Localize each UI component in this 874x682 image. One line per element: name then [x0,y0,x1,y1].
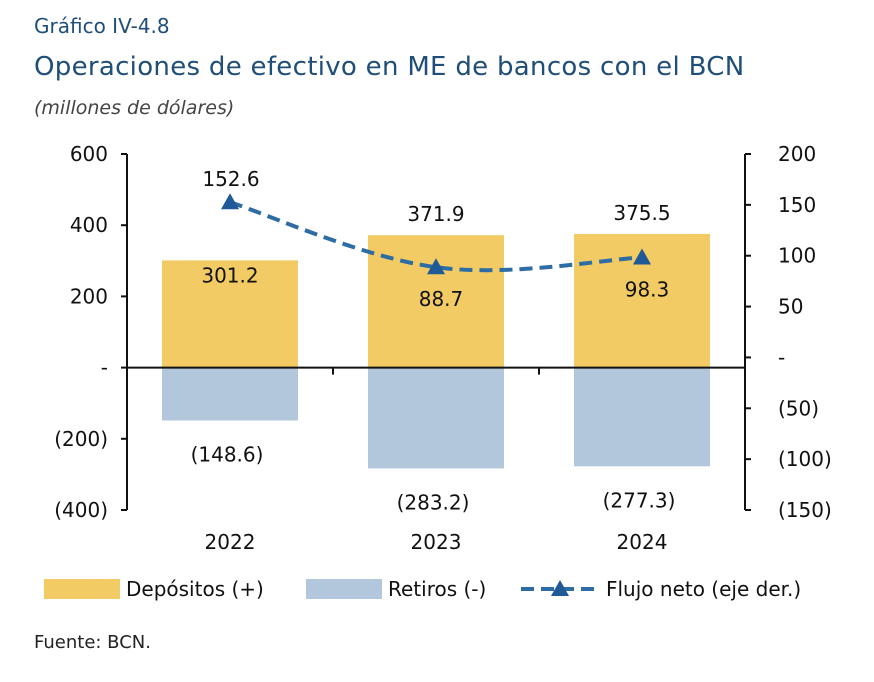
deposit-data-label: 301.2 [201,263,258,287]
legend-label-deposits: Depósitos (+) [126,577,264,601]
right-axis-tick-label: 100 [778,244,816,268]
left-axis-tick-label: (200) [54,427,108,451]
x-axis-tick-label: 2024 [617,530,668,554]
legend: Depósitos (+) Retiros (-) Flujo neto (eje … [44,577,801,601]
net-flow-marker-2023 [427,258,445,275]
right-axis-tick-label: (50) [778,396,819,420]
legend-label-net-flow: Flujo neto (eje der.) [606,577,801,601]
net-flow-marker-2024 [633,248,651,265]
left-axis-tick-label: (400) [54,498,108,522]
left-axis-tick-label: - [101,356,108,380]
left-axis-tick-label: 600 [70,142,108,166]
left-axis-tick-label: 400 [70,213,108,237]
legend-label-withdrawals: Retiros (-) [388,577,486,601]
legend-marker-net-flow [551,580,569,596]
withdrawal-data-label: (277.3) [603,488,676,512]
withdrawal-bar-2022 [162,367,298,421]
withdrawal-data-label: (283.2) [397,490,470,514]
source-note: Fuente: BCN. [34,632,151,653]
legend-swatch-deposits [44,579,120,599]
chart-subtitle: (millones de dólares) [34,97,235,119]
withdrawal-bar-2024 [574,367,710,467]
withdrawal-bar-2023 [368,367,504,469]
deposit-bar-2022 [162,260,298,368]
x-axis-tick-label: 2022 [205,530,256,554]
net-flow-data-label: 88.7 [419,287,464,311]
figure-label: Gráfico IV-4.8 [34,14,170,38]
net-flow-data-label: 98.3 [625,277,670,301]
left-axis-tick-label: 200 [70,284,108,308]
net-flow-line [229,200,643,273]
withdrawal-data-label: (148.6) [191,443,264,467]
chart-title: Operaciones de efectivo en ME de bancos … [34,52,745,82]
right-axis-tick-label: (100) [778,447,832,471]
deposit-data-label: 375.5 [613,201,670,225]
net-flow-marker-2022 [221,193,239,210]
right-axis-tick-label: 150 [778,193,816,217]
right-axis-tick-label: 200 [778,142,816,166]
right-axis-tick-label: - [778,345,785,369]
plot-area: 600 400 200 - (200) (400) 200 150 100 50 - (50) (100… [54,142,832,554]
right-axis-tick-label: 50 [778,295,803,319]
x-axis-tick-label: 2023 [411,530,462,554]
deposit-data-label: 371.9 [407,202,464,226]
net-flow-data-label: 152.6 [202,167,259,191]
legend-swatch-withdrawals [306,579,382,599]
right-axis-tick-label: (150) [778,498,832,522]
